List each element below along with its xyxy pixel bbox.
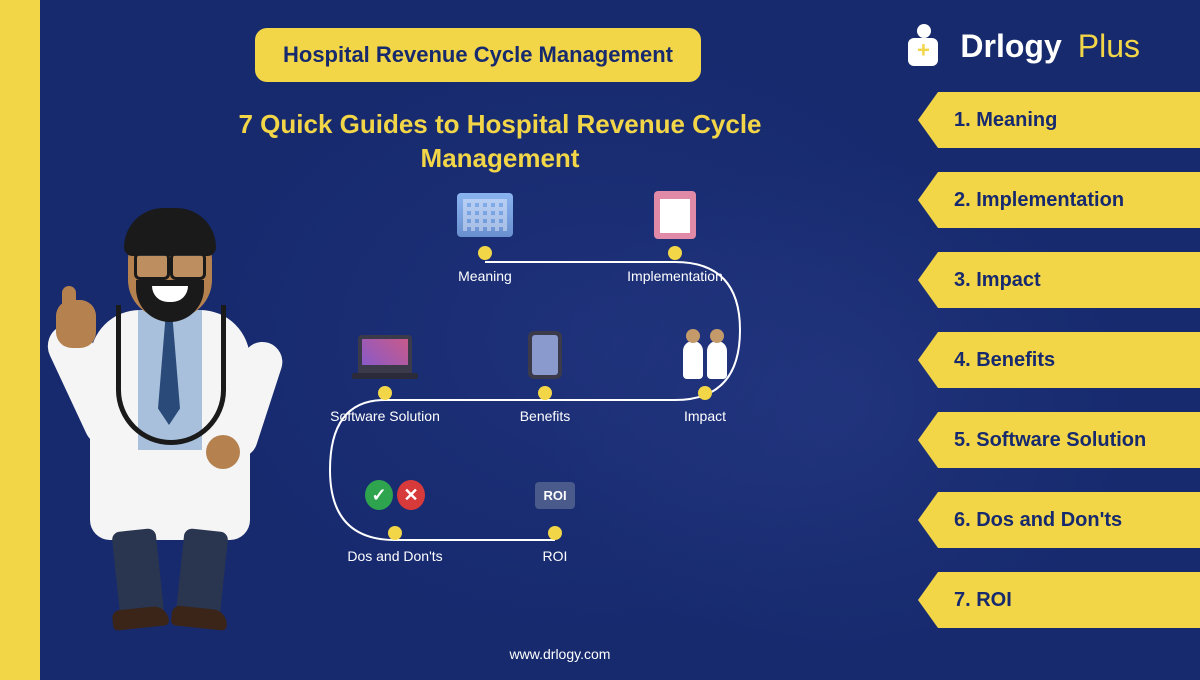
flow-label: Software Solution (330, 408, 440, 425)
flow-dot (378, 386, 392, 400)
sidebar-item-label: 2. Implementation (954, 189, 1124, 212)
sidebar-item-label: 5. Software Solution (954, 429, 1146, 452)
sidebar-item-label: 6. Dos and Don'ts (954, 509, 1122, 532)
sidebar-item-label: 7. ROI (954, 589, 1012, 612)
page-title-text: Hospital Revenue Cycle Management (283, 42, 673, 67)
brand-suffix: Plus (1078, 28, 1140, 65)
flow-node-meaning: Meaning (430, 190, 540, 285)
sidebar-item-benefits[interactable]: 4. Benefits (918, 332, 1200, 388)
flow-dot (538, 386, 552, 400)
flow-label: ROI (500, 548, 610, 565)
brand-logo: Drlogy Plus (902, 24, 1140, 68)
flow-label: Meaning (430, 268, 540, 285)
sidebar-list: 1. Meaning 2. Implementation 3. Impact 4… (918, 92, 1200, 628)
flow-node-software: Software Solution (330, 330, 440, 425)
flow-label: Implementation (620, 268, 730, 285)
flow-dot (668, 246, 682, 260)
subtitle: 7 Quick Guides to Hospital Revenue Cycle… (220, 108, 780, 176)
flow-node-roi: ROI ROI (500, 470, 610, 565)
phone-icon (528, 331, 562, 379)
flow-node-dos-donts: ✓ ✕ Dos and Don'ts (340, 470, 450, 565)
flow-label: Impact (650, 408, 760, 425)
clipboard-icon (654, 191, 696, 239)
sidebar-item-dos-donts[interactable]: 6. Dos and Don'ts (918, 492, 1200, 548)
sidebar-item-software[interactable]: 5. Software Solution (918, 412, 1200, 468)
sidebar-item-impact[interactable]: 3. Impact (918, 252, 1200, 308)
sidebar-item-meaning[interactable]: 1. Meaning (918, 92, 1200, 148)
building-icon (457, 193, 513, 237)
flow-label: Dos and Don'ts (340, 548, 450, 565)
sidebar-item-label: 4. Benefits (954, 349, 1055, 372)
flow-label: Benefits (490, 408, 600, 425)
brand-logo-icon (902, 24, 946, 68)
flow-dot (388, 526, 402, 540)
flow-node-implementation: Implementation (620, 190, 730, 285)
roi-badge-icon: ROI (535, 482, 574, 509)
flow-node-benefits: Benefits (490, 330, 600, 425)
laptop-icon (358, 335, 412, 375)
flow-diagram: Meaning Implementation Impact Benefits S… (300, 190, 820, 590)
brand-name: Drlogy (960, 28, 1061, 65)
footer-url: www.drlogy.com (300, 646, 820, 662)
people-icon (677, 331, 733, 379)
flow-dot (698, 386, 712, 400)
sidebar-item-label: 1. Meaning (954, 109, 1057, 132)
x-icon: ✕ (397, 480, 425, 510)
doctor-illustration (60, 190, 280, 630)
left-accent-bar (0, 0, 40, 680)
flow-dot (548, 526, 562, 540)
flow-dot (478, 246, 492, 260)
flow-node-impact: Impact (650, 330, 760, 425)
sidebar-item-roi[interactable]: 7. ROI (918, 572, 1200, 628)
check-icon: ✓ (365, 480, 393, 510)
sidebar-item-label: 3. Impact (954, 269, 1041, 292)
page-title-pill: Hospital Revenue Cycle Management (255, 28, 701, 82)
sidebar-item-implementation[interactable]: 2. Implementation (918, 172, 1200, 228)
